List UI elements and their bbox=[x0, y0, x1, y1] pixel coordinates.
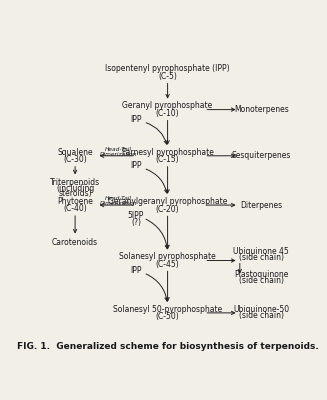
Text: (C-15): (C-15) bbox=[156, 155, 180, 164]
Text: Ubiquinone-50: Ubiquinone-50 bbox=[233, 305, 289, 314]
Text: (side chain): (side chain) bbox=[239, 253, 284, 262]
Text: (C-10): (C-10) bbox=[156, 109, 180, 118]
Text: (C-45): (C-45) bbox=[156, 260, 180, 269]
Text: FIG. 1.  Generalized scheme for biosynthesis of terpenoids.: FIG. 1. Generalized scheme for biosynthe… bbox=[17, 342, 318, 351]
Text: Plastoquinone: Plastoquinone bbox=[234, 270, 288, 279]
Text: (C-50): (C-50) bbox=[156, 312, 180, 321]
Text: Monoterpenes: Monoterpenes bbox=[234, 105, 289, 114]
Text: Solanesyl 50-pyrophosphate: Solanesyl 50-pyrophosphate bbox=[113, 305, 222, 314]
Text: Head-Tail: Head-Tail bbox=[105, 147, 132, 152]
Text: Squalene: Squalene bbox=[57, 148, 93, 157]
Text: Isopentenyl pyrophosphate (IPP): Isopentenyl pyrophosphate (IPP) bbox=[105, 64, 230, 73]
Text: Head-Tail: Head-Tail bbox=[105, 196, 132, 202]
Text: 5IPP: 5IPP bbox=[127, 211, 143, 220]
Text: Carotenoids: Carotenoids bbox=[52, 238, 98, 246]
Text: (C-30): (C-30) bbox=[63, 155, 87, 164]
Text: Geranyl pyrophosphate: Geranyl pyrophosphate bbox=[123, 102, 213, 110]
Text: steroids): steroids) bbox=[58, 189, 92, 198]
Text: (side chain): (side chain) bbox=[239, 276, 284, 285]
Text: Triterpenoids: Triterpenoids bbox=[50, 178, 100, 187]
Text: Dimerization: Dimerization bbox=[99, 201, 137, 206]
Text: (side chain): (side chain) bbox=[239, 312, 284, 320]
Text: Dimerization: Dimerization bbox=[99, 152, 137, 157]
Text: Diterpenes: Diterpenes bbox=[240, 200, 283, 210]
Text: IPP: IPP bbox=[130, 266, 142, 275]
Text: (C-40): (C-40) bbox=[63, 204, 87, 213]
Text: (C-5): (C-5) bbox=[158, 72, 177, 81]
Text: Phytoene: Phytoene bbox=[57, 197, 93, 206]
Text: Geranylgeranyl pyrophosphate: Geranylgeranyl pyrophosphate bbox=[108, 196, 227, 206]
Text: (?): (?) bbox=[131, 218, 141, 226]
Text: IPP: IPP bbox=[130, 115, 142, 124]
Text: Farnesyl pyrophosphate: Farnesyl pyrophosphate bbox=[122, 148, 214, 157]
Text: (including: (including bbox=[56, 184, 94, 193]
Text: IPP: IPP bbox=[130, 162, 142, 170]
Text: Solanesyl pyrophosphate: Solanesyl pyrophosphate bbox=[119, 252, 216, 261]
Text: Sesquiterpenes: Sesquiterpenes bbox=[232, 151, 291, 160]
Text: (C-20): (C-20) bbox=[156, 204, 180, 214]
Text: Ubiquinone 45: Ubiquinone 45 bbox=[233, 247, 289, 256]
